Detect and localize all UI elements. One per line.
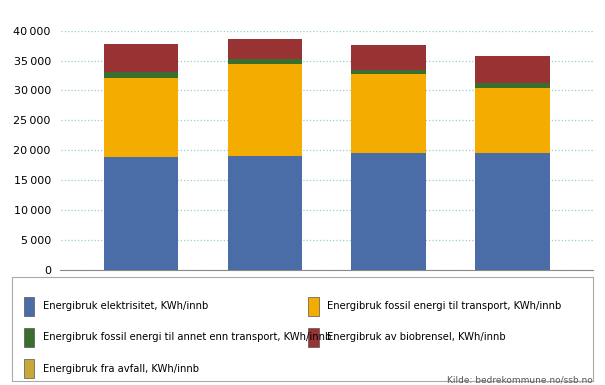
FancyBboxPatch shape xyxy=(24,328,34,347)
Bar xyxy=(104,72,178,78)
Bar xyxy=(227,38,302,59)
FancyBboxPatch shape xyxy=(309,328,319,347)
Bar xyxy=(104,157,178,270)
Bar xyxy=(476,55,549,83)
FancyBboxPatch shape xyxy=(24,359,34,378)
Bar xyxy=(352,45,426,70)
FancyBboxPatch shape xyxy=(309,297,319,316)
Bar xyxy=(227,156,302,270)
Text: Energibruk elektrisitet, KWh/innb: Energibruk elektrisitet, KWh/innb xyxy=(43,301,208,311)
Text: Energibruk fossil energi til annet enn transport, KWh/innb: Energibruk fossil energi til annet enn t… xyxy=(43,333,331,343)
Bar xyxy=(227,64,302,156)
Bar xyxy=(476,152,549,270)
Bar xyxy=(476,88,549,152)
FancyBboxPatch shape xyxy=(24,297,34,316)
Text: Energibruk fossil energi til transport, KWh/innb: Energibruk fossil energi til transport, … xyxy=(327,301,561,311)
Bar xyxy=(104,78,178,157)
Text: Enheter / År: Enheter / År xyxy=(289,322,364,335)
Text: Fyresdal: Fyresdal xyxy=(301,301,353,313)
Text: Energibruk av biobrensel, KWh/innb: Energibruk av biobrensel, KWh/innb xyxy=(327,333,506,343)
Bar xyxy=(476,83,549,88)
Bar xyxy=(352,153,426,270)
Text: Kilde: bedrekommune.no/ssb.no: Kilde: bedrekommune.no/ssb.no xyxy=(447,375,593,384)
Bar xyxy=(104,44,178,72)
Bar xyxy=(227,59,302,64)
Text: Energibruk fra avfall, KWh/innb: Energibruk fra avfall, KWh/innb xyxy=(43,364,199,374)
Bar xyxy=(352,70,426,74)
Bar xyxy=(352,74,426,153)
